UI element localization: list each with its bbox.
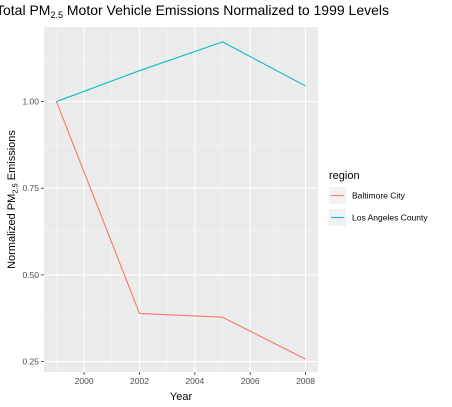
x-tick-label: 2004 <box>185 376 204 386</box>
x-tick-label: 2006 <box>241 376 260 386</box>
y-axis-title-prefix: Normalized PM <box>6 194 18 269</box>
legend-label-los-angeles-county: Los Angeles County <box>352 213 428 223</box>
y-axis: 0.25 0.50 0.75 1.00 <box>22 97 44 367</box>
legend-label-baltimore-city: Baltimore City <box>352 191 406 201</box>
series-line-baltimore-city <box>55 101 306 360</box>
series-lines <box>55 41 306 360</box>
major-gridlines <box>44 27 318 372</box>
x-axis: 2000 2002 2004 2006 2008 <box>75 372 315 386</box>
chart-title-suffix: Motor Vehicle Emissions Normalized to 19… <box>63 2 389 18</box>
x-tick-label: 2000 <box>75 376 94 386</box>
x-tick-label: 2002 <box>130 376 149 386</box>
chart-title: Total PM2.5 Motor Vehicle Emissions Norm… <box>0 2 389 20</box>
legend-title: region <box>329 170 360 182</box>
y-tick-label: 0.50 <box>22 270 39 280</box>
y-tick-label: 0.25 <box>22 357 39 367</box>
y-axis-title-subscript: 2.5 <box>11 183 20 193</box>
legend-items: Baltimore City Los Angeles County <box>329 187 428 226</box>
y-tick-label: 0.75 <box>22 183 39 193</box>
chart-title-prefix: Total PM <box>0 2 50 18</box>
y-axis-title: Normalized PM2.5 Emissions <box>6 130 20 269</box>
chart-title-subscript: 2.5 <box>50 10 63 20</box>
x-axis-title: Year <box>170 391 193 403</box>
series-line-los-angeles-county <box>56 41 306 103</box>
minor-gridlines <box>44 27 318 372</box>
x-tick-label: 2008 <box>296 376 315 386</box>
plot-panel <box>44 27 318 372</box>
y-tick-label: 1.00 <box>22 97 39 107</box>
y-axis-title-suffix: Emissions <box>6 130 18 184</box>
legend: region Baltimore City Los Angeles County <box>329 170 428 226</box>
